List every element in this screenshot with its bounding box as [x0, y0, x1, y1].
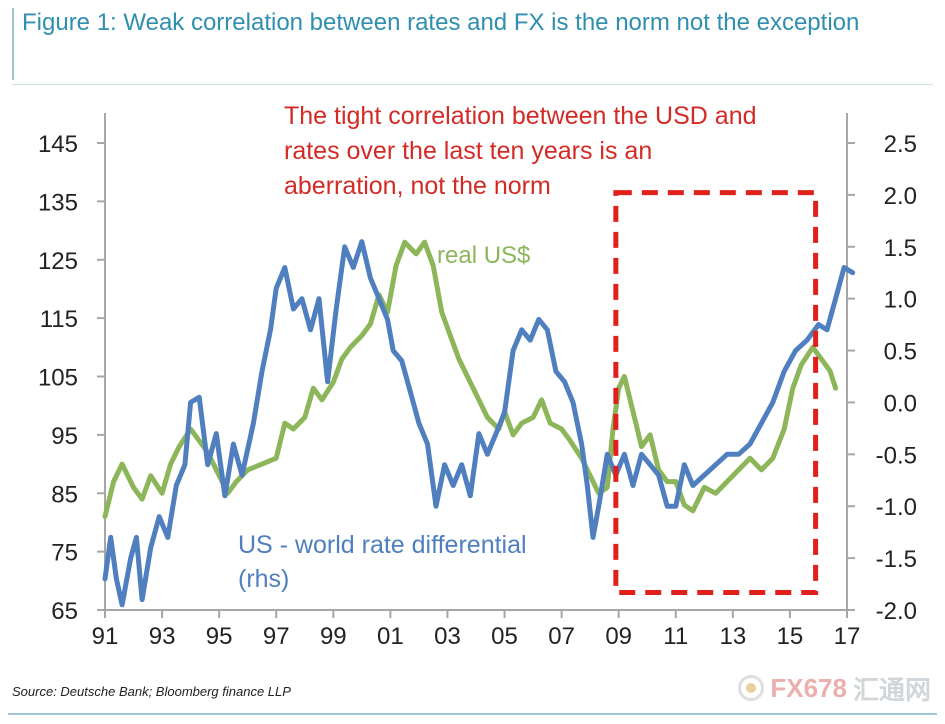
- watermark: FX678 汇通网: [738, 668, 931, 708]
- y-left-tick-label: 125: [38, 248, 78, 275]
- series-label-rate-differential-unit: (rhs): [238, 565, 289, 593]
- series-rate-differential-line: [102, 239, 856, 608]
- series-real-usd-line: [102, 239, 839, 520]
- title-divider: [12, 84, 933, 85]
- x-tick-label: 11: [663, 623, 688, 650]
- x-tick-label: 03: [434, 623, 461, 650]
- y-right-tick-label: 0.0: [884, 390, 917, 417]
- x-tick-label: 93: [149, 623, 176, 650]
- annotation-text-line: aberration, not the norm: [284, 172, 551, 200]
- watermark-brand: FX678: [770, 672, 847, 703]
- y-right-tick-label: 2.0: [884, 183, 917, 210]
- annotation-text-line: The tight correlation between the USD an…: [284, 102, 757, 130]
- y-right-tick-label: 1.0: [884, 287, 917, 314]
- line-chart: 145 135 125 115 105 95 85 75 65 2.5 2.0 1.5 1.0 0.5 0.…: [38, 102, 917, 650]
- y-left-tick-label: 145: [38, 131, 78, 158]
- y-left-tick-label: 65: [51, 598, 78, 625]
- series-label-real-usd: real US$: [437, 242, 530, 269]
- x-tick-label: 09: [605, 623, 632, 650]
- x-tick-label: 01: [377, 623, 404, 650]
- x-tick-label: 15: [777, 623, 804, 650]
- footer-divider: [8, 713, 937, 715]
- x-tick-label: 95: [206, 623, 233, 650]
- y-left-tick-label: 75: [51, 540, 78, 567]
- axes: 145 135 125 115 105 95 85 75 65 2.5 2.0 1.5 1.0 0.5 0.…: [38, 113, 917, 650]
- y-right-tick-label: 1.5: [884, 235, 917, 262]
- y-right-tick-label: 2.5: [884, 131, 917, 158]
- y-left-tick-label: 115: [40, 306, 78, 333]
- y-right-tick-label: 0.5: [884, 339, 917, 366]
- watermark-chinese: 汇通网: [852, 674, 931, 705]
- x-tick-label: 13: [719, 623, 746, 650]
- annotation-text-line: rates over the last ten years is an: [284, 137, 652, 165]
- watermark-logo-icon: [738, 675, 765, 701]
- label-layer: real US$ US - world rate differential (rhs…: [238, 102, 757, 593]
- x-tick-label: 91: [92, 623, 119, 650]
- source-note: Source: Deutsche Bank; Bloomberg finance…: [12, 684, 291, 699]
- x-tick-label: 07: [548, 623, 575, 650]
- y-right-tick-label: -1.5: [876, 546, 917, 573]
- x-tick-label: 05: [491, 623, 518, 650]
- series-layer: [102, 190, 856, 608]
- y-left-tick-label: 135: [38, 189, 78, 216]
- x-tick-label: 17: [834, 623, 861, 650]
- highlight-dashed-box: [613, 190, 819, 595]
- y-left-tick-label: 95: [51, 423, 78, 450]
- x-tick-label: 99: [320, 623, 347, 650]
- y-right-tick-label: -1.0: [876, 494, 917, 521]
- y-right-tick-label: -0.5: [876, 442, 917, 469]
- y-right-tick-label: -2.0: [876, 598, 917, 625]
- x-tick-label: 97: [263, 623, 290, 650]
- figure-title-text: Figure 1: Weak correlation between rates…: [22, 9, 860, 36]
- figure-title: Figure 1: Weak correlation between rates…: [12, 8, 932, 80]
- y-left-tick-label: 105: [38, 365, 78, 392]
- series-label-rate-differential: US - world rate differential: [238, 531, 527, 559]
- y-left-tick-label: 85: [51, 481, 78, 508]
